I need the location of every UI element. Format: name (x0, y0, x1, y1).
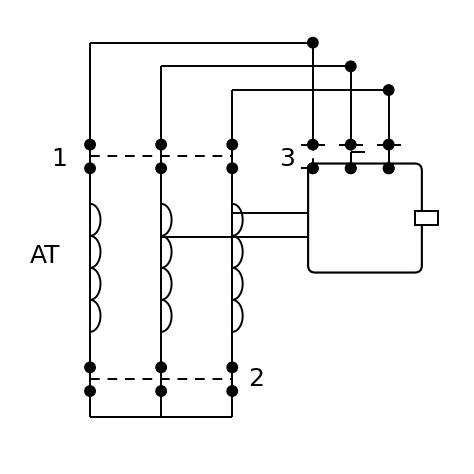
Text: AT: AT (30, 244, 60, 268)
Circle shape (383, 85, 394, 95)
Circle shape (308, 163, 318, 173)
Circle shape (346, 139, 356, 150)
Circle shape (85, 386, 95, 396)
Circle shape (346, 163, 356, 173)
Circle shape (383, 139, 394, 150)
Circle shape (346, 163, 356, 173)
Bar (415, 211, 438, 225)
Circle shape (156, 163, 166, 173)
Circle shape (227, 386, 237, 396)
Circle shape (308, 163, 318, 173)
Circle shape (156, 362, 166, 373)
Text: 2: 2 (248, 367, 264, 391)
Circle shape (227, 362, 237, 373)
Circle shape (85, 362, 95, 373)
Circle shape (308, 37, 318, 48)
Circle shape (227, 139, 237, 150)
Circle shape (227, 163, 237, 173)
Circle shape (85, 163, 95, 173)
Circle shape (383, 163, 394, 173)
Text: M: M (352, 203, 378, 233)
Circle shape (156, 386, 166, 396)
Circle shape (156, 139, 166, 150)
Circle shape (346, 61, 356, 72)
Circle shape (85, 139, 95, 150)
Text: 3: 3 (279, 147, 295, 171)
FancyBboxPatch shape (308, 164, 422, 273)
Circle shape (308, 139, 318, 150)
Circle shape (383, 163, 394, 173)
Text: 1: 1 (51, 147, 67, 171)
